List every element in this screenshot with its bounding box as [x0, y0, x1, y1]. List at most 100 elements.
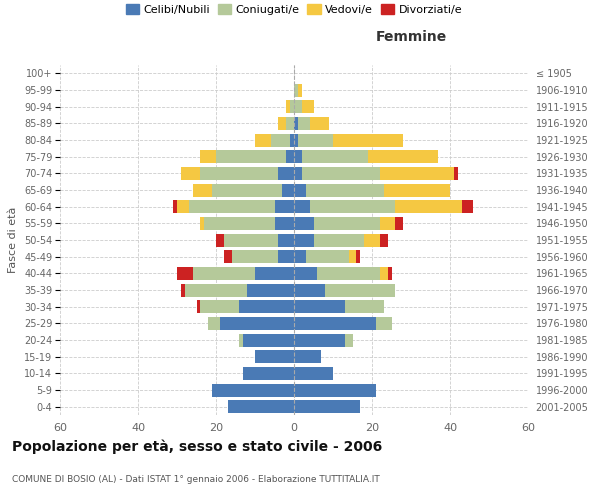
Bar: [302, 100, 314, 113]
Bar: [395, 217, 403, 230]
Bar: [380, 234, 388, 246]
Bar: [302, 167, 380, 180]
Bar: [232, 250, 278, 263]
Bar: [255, 267, 294, 280]
Bar: [216, 234, 224, 246]
Bar: [193, 184, 212, 196]
Legend: Celibi/Nubili, Coniugati/e, Vedovi/e, Divorziati/e: Celibi/Nubili, Coniugati/e, Vedovi/e, Di…: [122, 0, 466, 18]
Bar: [306, 250, 349, 263]
Bar: [384, 184, 450, 196]
Bar: [294, 150, 302, 163]
Bar: [197, 300, 200, 313]
Bar: [220, 317, 294, 330]
Bar: [200, 300, 239, 313]
Bar: [294, 284, 325, 296]
Bar: [224, 250, 232, 263]
Bar: [200, 217, 204, 230]
Bar: [376, 317, 392, 330]
Bar: [306, 184, 384, 196]
Bar: [181, 284, 185, 296]
Bar: [294, 100, 302, 113]
Bar: [181, 167, 200, 180]
Bar: [333, 134, 403, 146]
Bar: [294, 184, 306, 196]
Bar: [380, 267, 388, 280]
Bar: [314, 234, 364, 246]
Bar: [294, 167, 302, 180]
Bar: [271, 134, 290, 146]
Bar: [208, 317, 220, 330]
Bar: [294, 367, 333, 380]
Bar: [185, 284, 247, 296]
Bar: [294, 267, 317, 280]
Text: Popolazione per età, sesso e stato civile - 2006: Popolazione per età, sesso e stato civil…: [12, 440, 382, 454]
Bar: [239, 300, 294, 313]
Bar: [294, 300, 344, 313]
Bar: [228, 400, 294, 413]
Bar: [244, 367, 294, 380]
Bar: [298, 134, 333, 146]
Bar: [462, 200, 473, 213]
Bar: [283, 184, 294, 196]
Bar: [294, 134, 298, 146]
Bar: [204, 217, 275, 230]
Bar: [278, 250, 294, 263]
Bar: [294, 117, 298, 130]
Bar: [294, 84, 298, 96]
Bar: [286, 117, 294, 130]
Bar: [294, 400, 360, 413]
Bar: [294, 334, 344, 346]
Bar: [298, 117, 310, 130]
Bar: [278, 167, 294, 180]
Bar: [255, 350, 294, 363]
Bar: [395, 200, 462, 213]
Bar: [177, 200, 188, 213]
Bar: [380, 167, 454, 180]
Bar: [177, 267, 193, 280]
Bar: [344, 300, 384, 313]
Bar: [294, 250, 306, 263]
Text: COMUNE DI BOSIO (AL) - Dati ISTAT 1° gennaio 2006 - Elaborazione TUTTITALIA.IT: COMUNE DI BOSIO (AL) - Dati ISTAT 1° gen…: [12, 475, 380, 484]
Bar: [255, 134, 271, 146]
Bar: [278, 117, 286, 130]
Bar: [380, 217, 395, 230]
Bar: [294, 234, 314, 246]
Bar: [349, 250, 356, 263]
Bar: [310, 200, 395, 213]
Y-axis label: Anni di nascita: Anni di nascita: [597, 198, 600, 281]
Bar: [173, 200, 177, 213]
Bar: [188, 200, 275, 213]
Bar: [314, 217, 380, 230]
Bar: [294, 350, 322, 363]
Bar: [212, 184, 283, 196]
Bar: [290, 134, 294, 146]
Bar: [317, 267, 380, 280]
Bar: [200, 150, 216, 163]
Bar: [356, 250, 360, 263]
Bar: [239, 334, 244, 346]
Bar: [278, 234, 294, 246]
Bar: [388, 267, 392, 280]
Bar: [275, 217, 294, 230]
Bar: [224, 234, 278, 246]
Bar: [193, 267, 255, 280]
Bar: [290, 100, 294, 113]
Bar: [325, 284, 395, 296]
Bar: [302, 150, 368, 163]
Bar: [247, 284, 294, 296]
Bar: [275, 200, 294, 213]
Bar: [286, 100, 290, 113]
Bar: [344, 334, 353, 346]
Bar: [294, 217, 314, 230]
Bar: [368, 150, 438, 163]
Bar: [216, 150, 286, 163]
Bar: [294, 384, 376, 396]
Bar: [286, 150, 294, 163]
Bar: [298, 84, 302, 96]
Bar: [310, 117, 329, 130]
Bar: [294, 200, 310, 213]
Text: Femmine: Femmine: [376, 30, 446, 44]
Bar: [212, 384, 294, 396]
Bar: [454, 167, 458, 180]
Y-axis label: Fasce di età: Fasce di età: [8, 207, 19, 273]
